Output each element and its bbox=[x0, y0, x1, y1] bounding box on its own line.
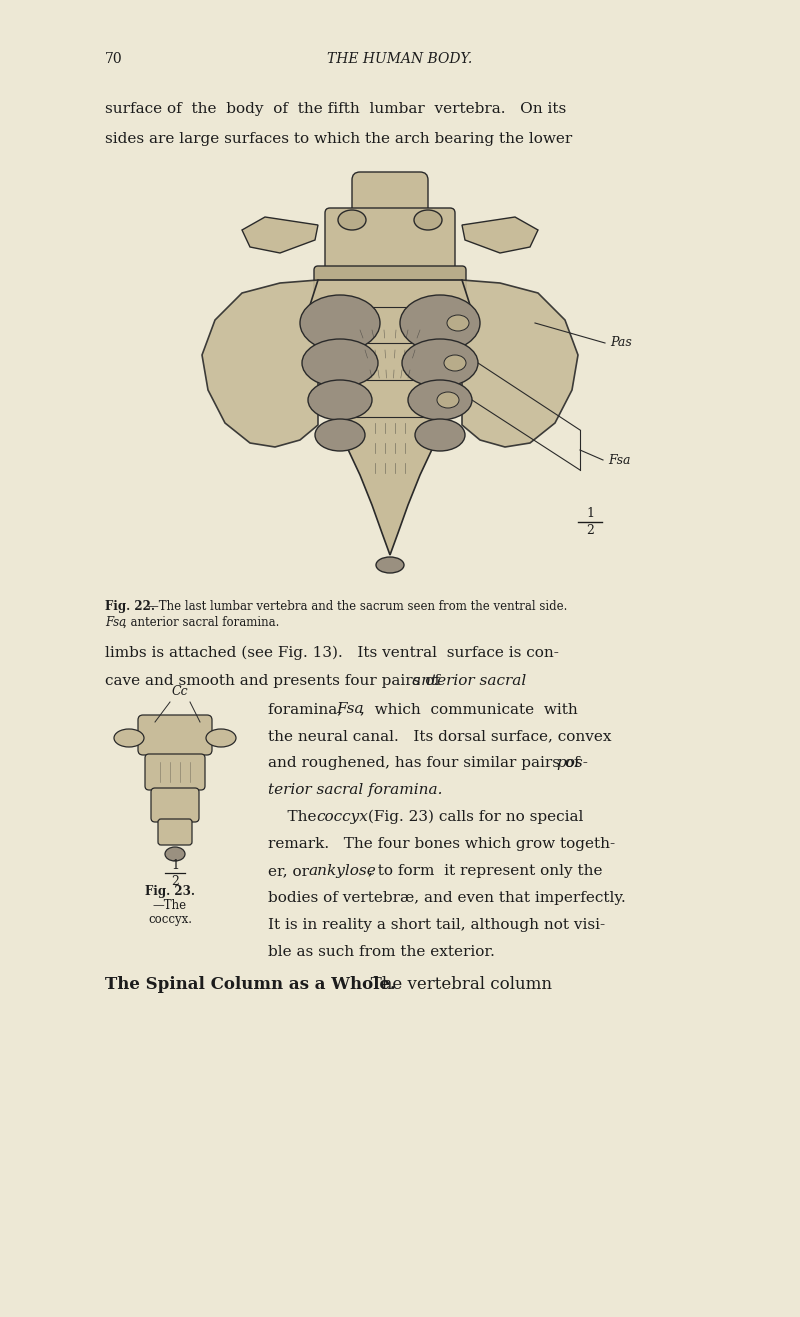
Ellipse shape bbox=[447, 315, 469, 331]
Text: Pas: Pas bbox=[610, 337, 632, 349]
Ellipse shape bbox=[444, 356, 466, 371]
Text: surface of  the  body  of  the fifth  lumbar  vertebra.   On its: surface of the body of the fifth lumbar … bbox=[105, 101, 566, 116]
Text: cave and smooth and presents four pairs of: cave and smooth and presents four pairs … bbox=[105, 674, 445, 687]
Text: Fsa: Fsa bbox=[105, 616, 126, 630]
Text: The vertebral column: The vertebral column bbox=[355, 976, 552, 993]
Text: Fig. 23.: Fig. 23. bbox=[145, 885, 195, 898]
Text: Fsa: Fsa bbox=[608, 453, 630, 466]
Text: bodies of vertebræ, and even that imperfectly.: bodies of vertebræ, and even that imperf… bbox=[268, 892, 626, 905]
Ellipse shape bbox=[114, 730, 144, 747]
Ellipse shape bbox=[376, 557, 404, 573]
FancyBboxPatch shape bbox=[151, 788, 199, 822]
Text: Cc: Cc bbox=[172, 685, 188, 698]
Text: 2: 2 bbox=[171, 874, 179, 888]
Ellipse shape bbox=[308, 381, 372, 420]
Text: foramina,: foramina, bbox=[268, 702, 352, 716]
Ellipse shape bbox=[402, 338, 478, 387]
Text: ,  which  communicate  with: , which communicate with bbox=[360, 702, 578, 716]
FancyBboxPatch shape bbox=[158, 819, 192, 846]
Text: terior sacral foramina.: terior sacral foramina. bbox=[268, 784, 442, 797]
Text: Fsa: Fsa bbox=[336, 702, 364, 716]
Text: ble as such from the exterior.: ble as such from the exterior. bbox=[268, 946, 495, 959]
Text: 2: 2 bbox=[586, 524, 594, 537]
Text: —The: —The bbox=[153, 900, 187, 911]
Text: limbs is attached (see Fig. 13).   Its ventral  surface is con-: limbs is attached (see Fig. 13). Its ven… bbox=[105, 647, 559, 660]
Text: coccyx: coccyx bbox=[316, 810, 368, 824]
FancyBboxPatch shape bbox=[138, 715, 212, 755]
Text: anterior sacral: anterior sacral bbox=[412, 674, 526, 687]
Ellipse shape bbox=[302, 338, 378, 387]
Text: 70: 70 bbox=[105, 51, 122, 66]
Text: the neural canal.   Its dorsal surface, convex: the neural canal. Its dorsal surface, co… bbox=[268, 730, 611, 743]
Text: coccyx.: coccyx. bbox=[148, 913, 192, 926]
Text: er, or: er, or bbox=[268, 864, 314, 878]
FancyBboxPatch shape bbox=[325, 208, 455, 281]
Ellipse shape bbox=[206, 730, 236, 747]
Ellipse shape bbox=[408, 381, 472, 420]
Text: sides are large surfaces to which the arch bearing the lower: sides are large surfaces to which the ar… bbox=[105, 132, 572, 146]
Polygon shape bbox=[462, 281, 578, 446]
Text: THE HUMAN BODY.: THE HUMAN BODY. bbox=[327, 51, 473, 66]
FancyBboxPatch shape bbox=[352, 173, 428, 227]
Ellipse shape bbox=[414, 209, 442, 230]
Text: remark.   The four bones which grow togeth-: remark. The four bones which grow togeth… bbox=[268, 838, 615, 851]
Text: —The last lumbar vertebra and the sacrum seen from the ventral side.: —The last lumbar vertebra and the sacrum… bbox=[147, 601, 567, 612]
Polygon shape bbox=[242, 217, 318, 253]
Ellipse shape bbox=[315, 419, 365, 450]
FancyBboxPatch shape bbox=[314, 266, 466, 304]
Text: It is in reality a short tail, although not visi-: It is in reality a short tail, although … bbox=[268, 918, 605, 932]
Text: , anterior sacral foramina.: , anterior sacral foramina. bbox=[123, 616, 279, 630]
Text: 1: 1 bbox=[586, 507, 594, 520]
Text: ankylose: ankylose bbox=[308, 864, 376, 878]
Ellipse shape bbox=[300, 295, 380, 352]
Polygon shape bbox=[462, 217, 538, 253]
Text: and roughened, has four similar pairs of: and roughened, has four similar pairs of bbox=[268, 756, 585, 770]
Text: Fig. 22.: Fig. 22. bbox=[105, 601, 155, 612]
Ellipse shape bbox=[437, 392, 459, 408]
Polygon shape bbox=[202, 281, 318, 446]
Text: The Spinal Column as a Whole.: The Spinal Column as a Whole. bbox=[105, 976, 396, 993]
Text: The: The bbox=[268, 810, 322, 824]
Text: , to form  it represent only the: , to form it represent only the bbox=[368, 864, 602, 878]
FancyBboxPatch shape bbox=[145, 755, 205, 790]
Ellipse shape bbox=[165, 847, 185, 861]
Ellipse shape bbox=[400, 295, 480, 352]
Ellipse shape bbox=[415, 419, 465, 450]
Text: pos-: pos- bbox=[556, 756, 588, 770]
Text: 1: 1 bbox=[171, 859, 179, 872]
Text: (Fig. 23) calls for no special: (Fig. 23) calls for no special bbox=[363, 810, 583, 824]
Polygon shape bbox=[310, 281, 470, 554]
Ellipse shape bbox=[338, 209, 366, 230]
